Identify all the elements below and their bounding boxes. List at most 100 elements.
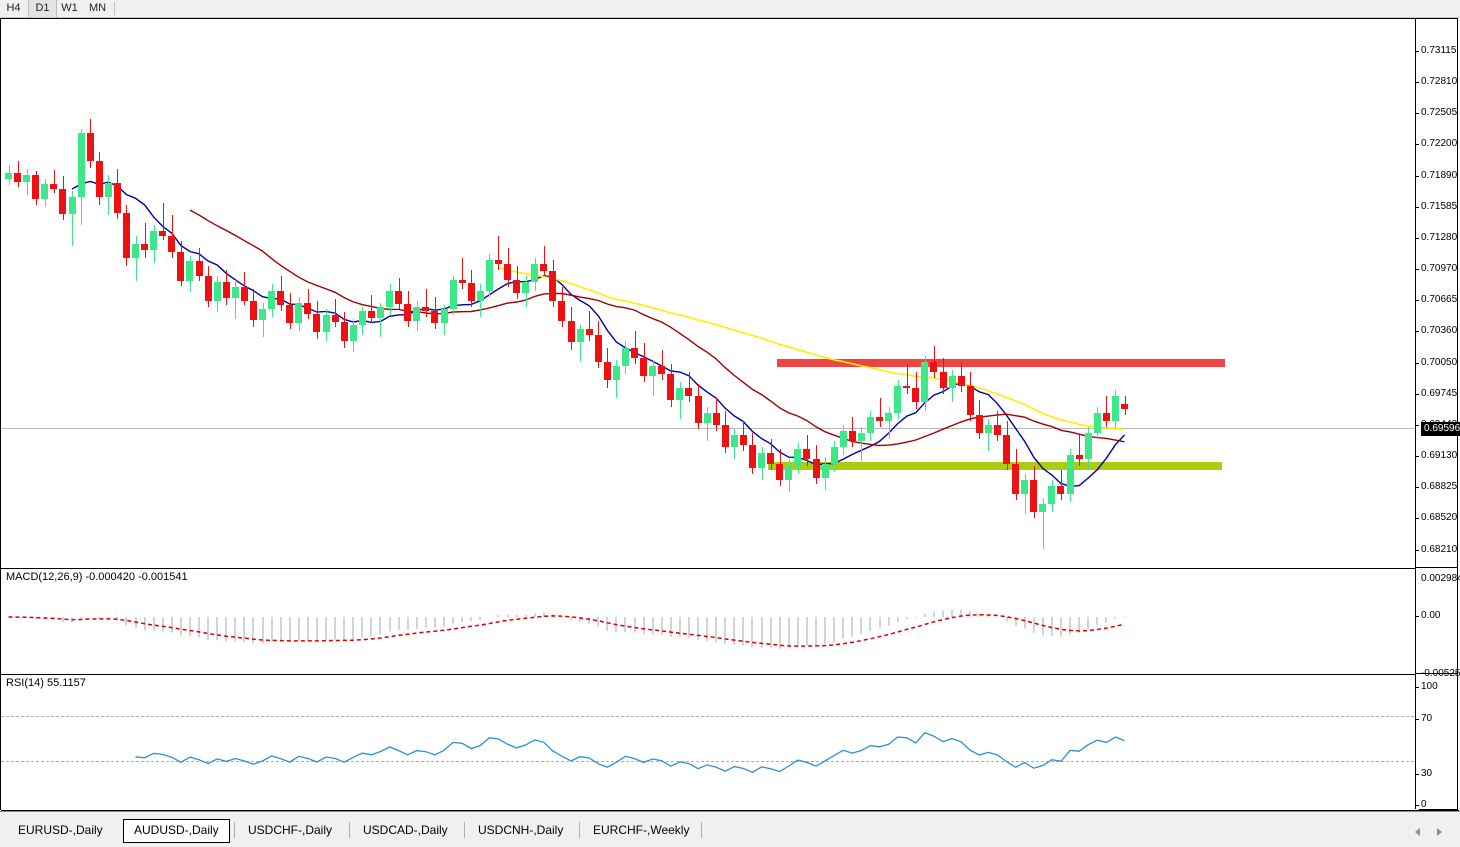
price-pane[interactable] bbox=[1, 19, 1419, 567]
scale-divider-macd bbox=[1415, 567, 1457, 568]
candle-body bbox=[1121, 403, 1128, 409]
candle-body bbox=[958, 376, 965, 387]
tab-separator bbox=[234, 822, 235, 838]
rsi-pane[interactable]: RSI(14) 55.1157 bbox=[1, 674, 1419, 810]
chart-tab-eurusd[interactable]: EURUSD-,Daily bbox=[18, 823, 103, 837]
timeframe-h4-label: H4 bbox=[6, 2, 21, 14]
timeframe-h4[interactable]: H4 bbox=[0, 0, 27, 17]
timeframe-w1[interactable]: W1 bbox=[56, 0, 83, 17]
candle-body bbox=[930, 361, 937, 372]
candle-body bbox=[132, 243, 139, 259]
price-scale[interactable]: 0.73115 0.72810 0.72505 0.72200 0.71890 0.715… bbox=[1415, 19, 1460, 811]
candle-body bbox=[685, 388, 692, 397]
candle-body bbox=[495, 260, 502, 265]
macd-label: MACD(12,26,9) -0.000420 -0.001541 bbox=[6, 571, 191, 583]
current-price-tick: 0.69596 bbox=[1416, 422, 1460, 436]
candle-body bbox=[1076, 455, 1083, 460]
macd-plot bbox=[8, 609, 1126, 649]
price-tick: 0.72200 bbox=[1416, 138, 1458, 150]
candle-body bbox=[295, 302, 302, 324]
candle-body bbox=[1103, 412, 1110, 421]
candle-wick bbox=[380, 302, 381, 338]
scroll-right-icon[interactable] bbox=[1437, 828, 1442, 836]
candle-body bbox=[667, 374, 674, 401]
candle-body bbox=[976, 414, 983, 433]
timeframe-d1[interactable]: D1 bbox=[28, 0, 57, 17]
candle-body bbox=[568, 321, 575, 343]
candle-body bbox=[731, 435, 738, 448]
candle-body bbox=[940, 371, 947, 389]
rsi-tick: 70 bbox=[1416, 713, 1458, 725]
candle-body bbox=[1021, 479, 1028, 495]
timeframe-toolbar: H4 D1 W1 MN bbox=[0, 0, 1460, 18]
rsi-level-70-line bbox=[1, 716, 1419, 717]
candle-body bbox=[994, 424, 1001, 436]
macd-tick: 0.00 bbox=[1416, 610, 1458, 622]
candle-body bbox=[23, 174, 30, 182]
candle-wick bbox=[335, 298, 336, 328]
candle-wick bbox=[544, 245, 545, 277]
scroll-left-icon[interactable] bbox=[1415, 828, 1420, 836]
chart-frame[interactable]: AUDUSD-,Daily0.69654 0.69717 0.69540 0.6… bbox=[0, 18, 1460, 830]
candle-body bbox=[885, 412, 892, 421]
chart-tab-usdchf[interactable]: USDCHF-,Daily bbox=[248, 823, 332, 837]
price-tick: 0.68210 bbox=[1416, 544, 1458, 556]
candle-body bbox=[214, 282, 221, 301]
rsi-tick: 0 bbox=[1416, 799, 1458, 811]
candle-wick bbox=[235, 280, 236, 320]
candle-body bbox=[1085, 433, 1092, 460]
chart-tab-usdcnh[interactable]: USDCNH-,Daily bbox=[478, 823, 564, 837]
candle-body bbox=[168, 235, 175, 252]
candle-body bbox=[985, 424, 992, 433]
candle-body bbox=[431, 310, 438, 324]
candle-body bbox=[268, 290, 275, 309]
candle-body bbox=[558, 300, 565, 322]
candle-body bbox=[740, 435, 747, 446]
price-tick: 0.69130 bbox=[1416, 450, 1458, 462]
macd-tick: 0.002984 bbox=[1421, 573, 1460, 584]
candle-body bbox=[912, 388, 919, 403]
candle-body bbox=[241, 286, 248, 301]
candle-body bbox=[87, 132, 94, 162]
candle-body bbox=[613, 365, 620, 381]
candle-body bbox=[849, 430, 856, 442]
resistance-line[interactable] bbox=[777, 359, 1225, 367]
moving-average-line bbox=[189, 209, 1125, 447]
candle-body bbox=[595, 335, 602, 362]
candle-wick bbox=[689, 371, 690, 403]
candle-body bbox=[186, 261, 193, 282]
macd-pane[interactable]: MACD(12,26,9) -0.000420 -0.001541 bbox=[1, 568, 1419, 673]
candle-wick bbox=[462, 258, 463, 289]
chart-tab-audusd[interactable]: AUDUSD-,Daily bbox=[123, 819, 230, 843]
timeframe-mn[interactable]: MN bbox=[84, 0, 111, 17]
candle-body bbox=[1003, 435, 1010, 464]
candle-body bbox=[1030, 479, 1037, 513]
candle-wick bbox=[371, 294, 372, 324]
candle-body bbox=[531, 264, 538, 283]
candle-body bbox=[549, 271, 556, 301]
candle-body bbox=[513, 280, 520, 293]
candle-wick bbox=[1025, 473, 1026, 515]
support-line[interactable] bbox=[768, 462, 1222, 470]
chart-tab-usdcad[interactable]: USDCAD-,Daily bbox=[363, 823, 448, 837]
candle-body bbox=[196, 261, 203, 277]
candle-wick bbox=[498, 235, 499, 271]
candle-body bbox=[1057, 485, 1064, 495]
chart-tab-bar: EURUSD-,Daily AUDUSD-,Daily USDCHF-,Daily U… bbox=[0, 811, 1460, 847]
candle-body bbox=[5, 172, 12, 179]
candle-body bbox=[604, 361, 611, 381]
price-tick: 0.72810 bbox=[1416, 76, 1458, 88]
chart-tab-eurchf[interactable]: EURCHF-,Weekly bbox=[593, 823, 690, 837]
candle-body bbox=[304, 302, 311, 314]
timeframe-w1-label: W1 bbox=[61, 2, 78, 14]
candle-body bbox=[96, 161, 103, 197]
candle-body bbox=[41, 183, 48, 199]
candle-wick bbox=[635, 331, 636, 364]
candle-body bbox=[504, 264, 511, 281]
price-tick: 0.70970 bbox=[1416, 263, 1458, 275]
candle-body bbox=[622, 347, 629, 366]
tab-separator bbox=[579, 822, 580, 838]
price-tick: 0.72505 bbox=[1416, 107, 1458, 119]
macd-signal-line bbox=[8, 614, 1125, 647]
